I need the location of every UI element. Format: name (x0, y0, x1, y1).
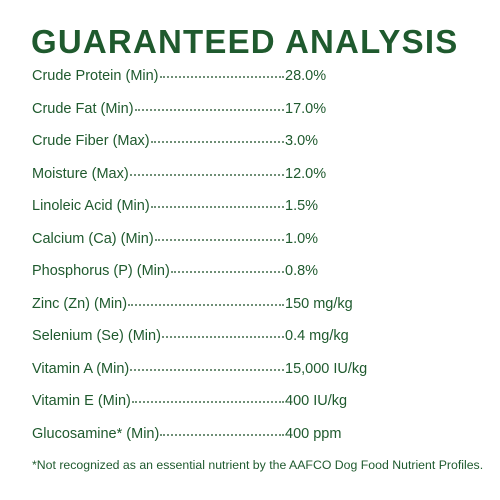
table-row: Crude Fiber (Max) 3.0% (32, 133, 482, 166)
table-row: Crude Protein (Min) 28.0% (32, 68, 482, 101)
label-cell: Crude Fat (Min) (32, 101, 285, 117)
nutrient-value: 400 ppm (285, 425, 342, 442)
label-cell: Phosphorus (P) (Min) (32, 263, 285, 279)
dot-leader (161, 336, 284, 338)
nutrient-value: 12.0% (285, 165, 327, 182)
table-row: Phosphorus (P) (Min) 0.8% (32, 263, 482, 296)
dot-leader (159, 76, 284, 78)
nutrient-label: Moisture (Max) (32, 165, 129, 182)
label-cell: Selenium (Se) (Min) (32, 328, 285, 344)
nutrient-label: Crude Fat (Min) (32, 100, 134, 117)
table-row: Zinc (Zn) (Min) 150 mg/kg (32, 296, 482, 329)
nutrient-label: Vitamin E (Min) (32, 393, 131, 409)
label-cell: Vitamin E (Min) (32, 393, 285, 409)
footnote: *Not recognized as an essential nutrient… (32, 458, 484, 472)
nutrient-value: 17.0% (285, 100, 327, 117)
label-cell: Zinc (Zn) (Min) (32, 296, 285, 312)
title: GUARANTEED ANALYSIS (31, 23, 459, 60)
label-cell: Crude Protein (Min) (32, 68, 285, 84)
table-row: Vitamin E (Min) 400 IU/kg (32, 393, 482, 426)
dot-leader (131, 401, 284, 403)
dot-leader (150, 206, 284, 208)
dot-leader (128, 303, 284, 306)
dot-leader (130, 368, 284, 371)
nutrient-value: 28.0% (285, 68, 327, 84)
nutrient-label: Glucosamine* (Min) (32, 425, 160, 442)
nutrient-value: 0.8% (285, 263, 319, 279)
nutrient-label: Calcium (Ca) (Min) (32, 230, 154, 247)
label-cell: Linoleic Acid (Min) (32, 198, 285, 214)
dot-leader (129, 173, 284, 176)
dot-leader (150, 141, 284, 143)
table-row: Crude Fat (Min) 17.0% (32, 101, 482, 134)
nutrient-label: Linoleic Acid (Min) (32, 198, 150, 214)
table-row: Calcium (Ca) (Min) 1.0% (32, 231, 482, 264)
dot-leader (134, 108, 284, 111)
label-cell: Glucosamine* (Min) (32, 426, 285, 442)
nutrient-value: 400 IU/kg (285, 393, 348, 409)
nutrient-value: 1.0% (285, 230, 319, 247)
nutrient-value: 150 mg/kg (285, 295, 353, 312)
dot-leader (160, 433, 284, 436)
label-cell: Crude Fiber (Max) (32, 133, 285, 149)
nutrient-label: Selenium (Se) (Min) (32, 328, 161, 344)
table-row: Selenium (Se) (Min) 0.4 mg/kg (32, 328, 482, 361)
table-row: Linoleic Acid (Min) 1.5% (32, 198, 482, 231)
label-cell: Moisture (Max) (32, 166, 285, 182)
table-row: Moisture (Max) 12.0% (32, 166, 482, 199)
nutrient-value: 15,000 IU/kg (285, 360, 368, 377)
nutrient-label: Phosphorus (P) (Min) (32, 263, 170, 279)
dot-leader (170, 271, 284, 273)
nutrient-value: 1.5% (285, 198, 319, 214)
nutrient-label: Crude Fiber (Max) (32, 133, 150, 149)
label-cell: Vitamin A (Min) (32, 361, 285, 377)
nutrient-label: Crude Protein (Min) (32, 68, 159, 84)
analysis-table: Crude Protein (Min) 28.0% Crude Fat (Min) 1… (32, 68, 482, 458)
dot-leader (154, 238, 284, 241)
table-row: Vitamin A (Min) 15,000 IU/kg (32, 361, 482, 394)
nutrient-value: 0.4 mg/kg (285, 328, 349, 344)
nutrient-value: 3.0% (285, 133, 319, 149)
label-cell: Calcium (Ca) (Min) (32, 231, 285, 247)
nutrient-label: Zinc (Zn) (Min) (32, 295, 128, 312)
table-row: Glucosamine* (Min) 400 ppm (32, 426, 482, 459)
nutrient-label: Vitamin A (Min) (32, 360, 130, 377)
